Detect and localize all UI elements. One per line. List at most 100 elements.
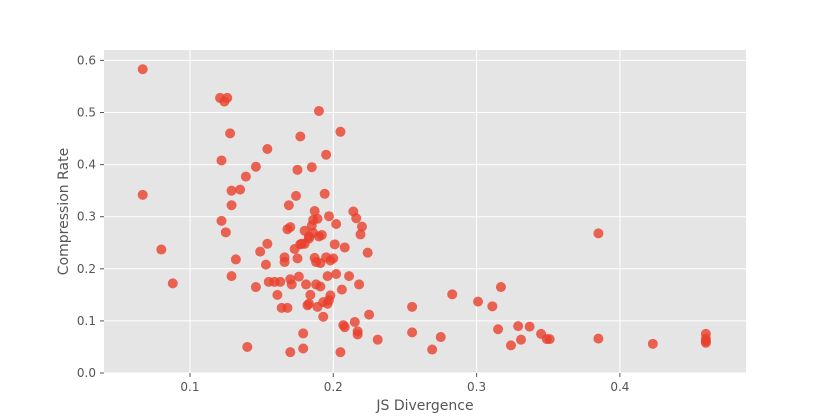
data-point <box>487 301 498 312</box>
data-point <box>226 200 237 211</box>
data-point <box>216 215 227 226</box>
data-points <box>137 64 711 358</box>
y-tick-label: 0.5 <box>77 106 96 120</box>
data-point <box>335 126 346 137</box>
data-point <box>285 347 296 358</box>
data-point <box>593 228 604 239</box>
data-point <box>279 257 290 268</box>
data-point <box>339 242 350 253</box>
data-point <box>355 229 366 240</box>
data-point <box>318 311 329 322</box>
data-point <box>222 92 233 103</box>
data-point <box>235 184 246 195</box>
data-point <box>272 289 283 300</box>
data-point <box>262 238 273 249</box>
data-point <box>305 289 316 300</box>
y-tick-label: 0.2 <box>77 262 96 276</box>
data-point <box>292 253 303 264</box>
data-point <box>339 322 350 333</box>
data-point <box>137 64 148 75</box>
data-point <box>362 247 373 258</box>
data-point <box>225 128 236 139</box>
data-point <box>323 211 334 222</box>
y-axis: 0.0 0.1 0.2 0.3 0.4 0.5 0.6 <box>77 53 104 380</box>
data-point <box>137 189 148 200</box>
data-point <box>344 271 355 282</box>
data-point <box>319 188 330 199</box>
data-point <box>230 254 241 265</box>
data-point <box>315 281 326 292</box>
data-point <box>336 284 347 295</box>
data-point <box>262 143 273 154</box>
y-tick-label: 0.0 <box>77 366 96 380</box>
data-point <box>306 162 317 173</box>
data-point <box>285 222 296 233</box>
data-point <box>328 253 339 264</box>
data-point <box>335 347 346 358</box>
data-point <box>407 301 418 312</box>
data-point <box>495 282 506 293</box>
data-point <box>313 105 324 116</box>
data-point <box>593 333 604 344</box>
data-point <box>167 278 178 289</box>
data-point <box>250 161 261 172</box>
data-point <box>700 337 711 348</box>
y-tick-label: 0.3 <box>77 210 96 224</box>
data-point <box>293 271 304 282</box>
data-point <box>309 205 320 216</box>
plot-area <box>104 50 746 373</box>
data-point <box>505 340 516 351</box>
data-point <box>295 131 306 142</box>
data-point <box>316 229 327 240</box>
x-axis-label: JS Divergence <box>375 398 473 414</box>
y-tick-label: 0.4 <box>77 158 96 172</box>
x-tick-label: 0.4 <box>610 380 629 394</box>
data-point <box>220 227 231 238</box>
data-point <box>250 282 261 293</box>
data-point <box>242 341 253 352</box>
data-point <box>322 271 333 282</box>
data-point <box>447 289 458 300</box>
data-point <box>331 219 342 230</box>
data-point <box>349 316 360 327</box>
data-point <box>351 213 362 224</box>
data-point <box>260 259 271 270</box>
data-point <box>275 276 286 287</box>
data-point <box>352 329 363 340</box>
x-tick-label: 0.1 <box>180 380 199 394</box>
data-point <box>291 190 302 201</box>
data-point <box>286 279 297 290</box>
data-point <box>240 171 251 182</box>
x-tick-label: 0.3 <box>467 380 486 394</box>
data-point <box>255 246 266 257</box>
data-point <box>329 239 340 250</box>
data-point <box>407 327 418 338</box>
data-point <box>298 328 309 339</box>
data-point <box>282 302 293 313</box>
data-point <box>216 155 227 166</box>
data-point <box>156 244 167 255</box>
data-point <box>524 321 535 332</box>
data-point <box>298 343 309 354</box>
data-point <box>544 334 555 345</box>
grid <box>104 50 746 374</box>
data-point <box>226 271 237 282</box>
data-point <box>312 213 323 224</box>
data-point <box>364 309 375 320</box>
data-point <box>372 334 383 345</box>
data-point <box>226 185 237 196</box>
data-point <box>647 338 658 349</box>
data-point <box>321 149 332 160</box>
x-axis: 0.1 0.2 0.3 0.4 <box>180 373 629 394</box>
data-point <box>325 290 336 301</box>
data-point <box>513 321 524 332</box>
data-point <box>473 296 484 307</box>
data-point <box>516 334 527 345</box>
data-point <box>356 221 367 232</box>
data-point <box>493 324 504 335</box>
data-point <box>354 279 365 290</box>
data-point <box>283 200 294 211</box>
data-point <box>427 344 438 355</box>
y-tick-label: 0.6 <box>77 53 96 67</box>
